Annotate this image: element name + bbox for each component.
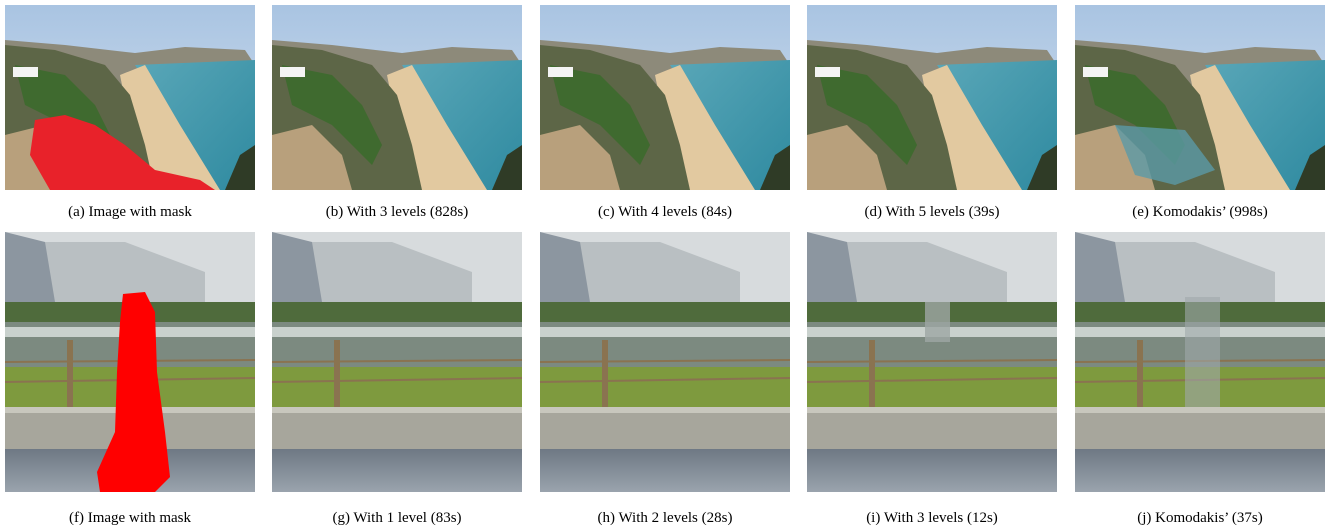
caption: (g) With 1 level (83s) (332, 510, 461, 526)
caption: (b) With 3 levels (828s) (326, 204, 468, 220)
caption: (c) With 4 levels (84s) (598, 204, 732, 220)
caption: (i) With 3 levels (12s) (866, 510, 998, 526)
image (807, 232, 1057, 492)
image (1075, 5, 1325, 190)
image (1075, 232, 1325, 492)
image (540, 5, 790, 190)
image (5, 232, 255, 492)
figure: (a) Image with mask (b) With 3 levels (8… (0, 0, 1336, 531)
image (5, 5, 255, 190)
row-2: (f) Image with mask (g) With 1 level (83… (5, 232, 1325, 526)
image (807, 5, 1057, 190)
image (272, 5, 522, 190)
caption: (e) Komodakis’ (998s) (1132, 204, 1268, 220)
page: (a) Image with mask (b) With 3 levels (8… (0, 0, 1336, 531)
image (272, 232, 522, 492)
caption: (f) Image with mask (69, 510, 192, 526)
caption: (h) With 2 levels (28s) (598, 510, 733, 526)
caption: (a) Image with mask (68, 204, 192, 220)
row-1: (a) Image with mask (b) With 3 levels (8… (5, 5, 1325, 220)
image (540, 232, 790, 492)
caption: (d) With 5 levels (39s) (865, 204, 1000, 220)
caption: (j) Komodakis’ (37s) (1137, 510, 1263, 526)
